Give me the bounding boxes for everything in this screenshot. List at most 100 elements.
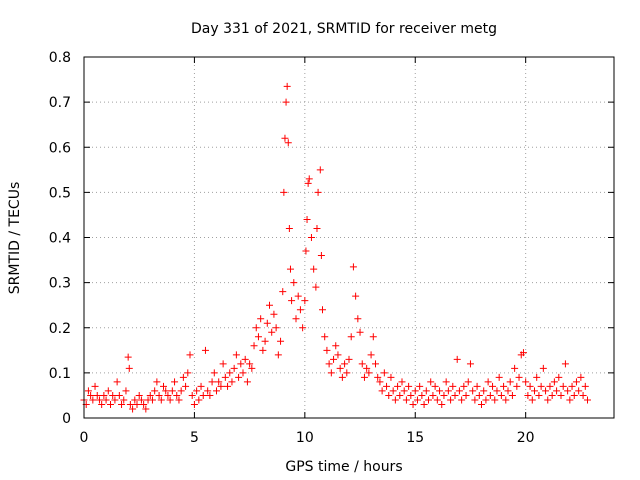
data-point [193,387,201,395]
data-point [575,387,583,395]
data-point [365,369,373,377]
y-tick-label: 0.8 [49,50,71,66]
data-point [296,306,304,314]
data-point [215,378,223,386]
data-point [489,382,497,390]
data-point [570,391,578,399]
data-point [374,373,382,381]
data-point [213,387,220,395]
data-point [544,396,552,404]
data-point [252,324,260,332]
data-point [302,247,310,255]
data-point [396,391,404,399]
data-point [129,405,137,413]
data-point [274,351,282,359]
data-point [122,387,130,395]
data-point [201,346,209,354]
data-point [224,382,232,390]
data-point [347,333,355,341]
data-point [323,346,331,354]
data-point [173,391,181,399]
data-point [243,378,251,386]
data-point [349,263,357,271]
data-point [261,337,269,345]
data-point [356,328,364,336]
data-point [436,387,444,395]
data-point [272,324,280,332]
data-point [519,349,527,357]
data-point [577,373,585,381]
data-point [478,400,485,408]
data-point [168,387,176,395]
data-point [334,351,342,359]
x-tick-label: 10 [296,430,314,446]
data-point [313,224,321,232]
data-point [277,337,285,345]
data-point [508,391,516,399]
data-point [294,292,302,300]
data-point [206,391,214,399]
data-point [584,396,591,404]
data-point [230,364,238,372]
data-point [376,378,384,386]
data-point [246,360,254,368]
data-point [95,396,103,404]
data-point [175,396,183,404]
data-point [304,179,312,187]
data-point [385,391,393,399]
data-point [286,265,294,273]
data-point [413,396,421,404]
data-point [383,382,391,390]
data-point [460,382,468,390]
data-point [475,391,483,399]
data-point [162,387,170,395]
data-point [515,373,523,381]
data-point [438,400,446,408]
data-point [449,382,457,390]
data-point [466,360,474,368]
data-point [239,369,247,377]
data-point [288,297,296,305]
y-axis-label: SRMTID / TECUs [7,182,23,295]
data-point [259,346,267,354]
data-point [146,391,154,399]
data-point [109,391,117,399]
data-point [125,364,133,372]
data-point [409,400,417,408]
y-tick-label: 0.5 [49,185,71,201]
data-point [418,391,426,399]
data-point [327,369,335,377]
data-point [133,400,141,408]
data-point [279,288,287,296]
data-point [548,391,556,399]
y-tick-label: 0.7 [49,95,71,111]
data-point [528,396,536,404]
data-point [398,378,406,386]
data-point [155,391,163,399]
data-point [440,391,448,399]
data-point [433,396,441,404]
data-point [387,373,395,381]
data-point [142,405,150,413]
data-point [237,360,245,368]
data-point [402,396,410,404]
data-point [455,387,463,395]
x-axis-label: GPS time / hours [285,459,402,475]
data-point [579,391,587,399]
data-point [546,382,554,390]
data-point [197,382,205,390]
data-point [493,387,501,395]
data-point [497,391,505,399]
data-point [186,351,194,359]
data-point [160,382,167,390]
data-point [464,378,472,386]
data-point [319,306,326,314]
x-tick-label: 20 [517,430,535,446]
data-point [257,315,265,323]
data-point [420,400,428,408]
data-point [316,166,324,174]
data-point [115,391,123,399]
data-point [98,400,106,408]
data-point [283,82,291,90]
data-point [462,391,470,399]
